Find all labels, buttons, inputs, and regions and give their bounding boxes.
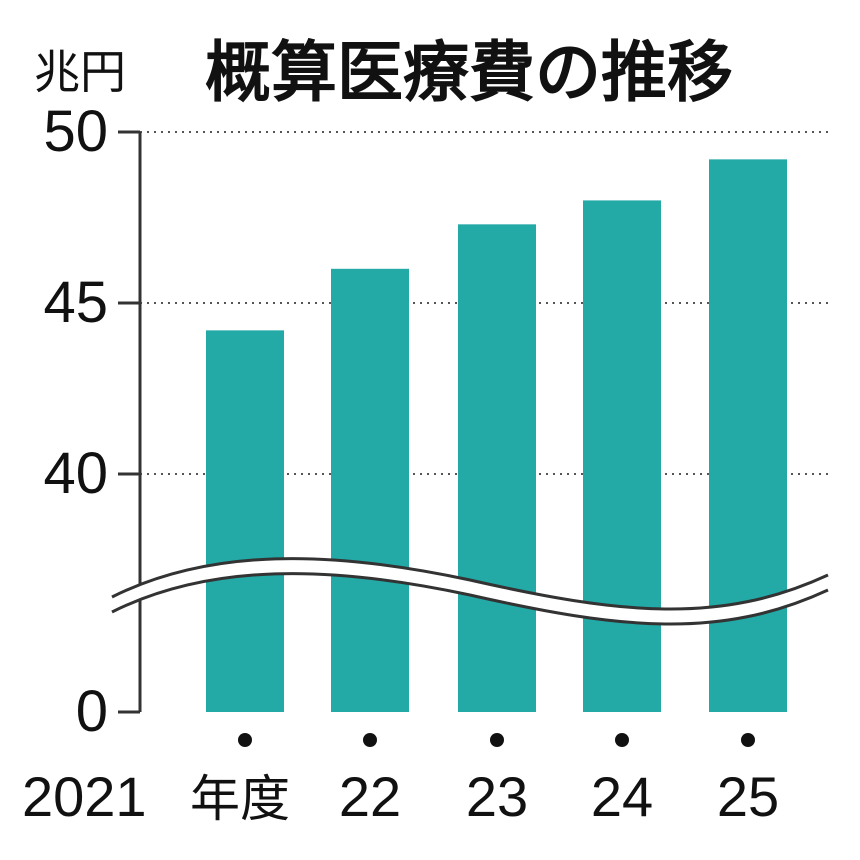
y-axis: [118, 130, 142, 714]
x-label-23: 23: [466, 765, 528, 828]
x-label-suffix: 年度: [190, 770, 290, 828]
y-tick-label-40: 40: [43, 441, 108, 506]
category-dot-22: [363, 733, 377, 747]
bar-24: [583, 200, 661, 712]
axis-break: [111, 557, 829, 626]
axis-break-line-bottom: [111, 572, 829, 626]
x-label-25: 25: [717, 765, 779, 828]
y-tick-label-45: 45: [43, 270, 108, 335]
category-dot-25: [741, 733, 755, 747]
x-category-labels: 2021 年度 22 23 24 25: [22, 733, 779, 828]
category-dot-2021: [238, 733, 252, 747]
chart-title: 概算医療費の推移: [205, 34, 733, 111]
x-label-24: 24: [591, 765, 653, 828]
y-tick-labels: 0 40 45 50: [43, 99, 108, 744]
axis-break-band: [112, 558, 828, 625]
category-dot-24: [615, 733, 629, 747]
category-dot-23: [490, 733, 504, 747]
bars: [206, 159, 787, 713]
bar-22: [331, 268, 409, 712]
x-label-2021: 2021: [22, 765, 147, 828]
bar-23: [458, 224, 536, 712]
bar-25: [709, 159, 787, 713]
unit-label: 兆円: [34, 45, 126, 99]
x-label-22: 22: [339, 765, 401, 828]
y-tick-label-50: 50: [43, 99, 108, 164]
bar-2021: [206, 330, 284, 712]
axis-break-line-top: [111, 557, 829, 611]
y-tick-label-0: 0: [76, 679, 108, 744]
